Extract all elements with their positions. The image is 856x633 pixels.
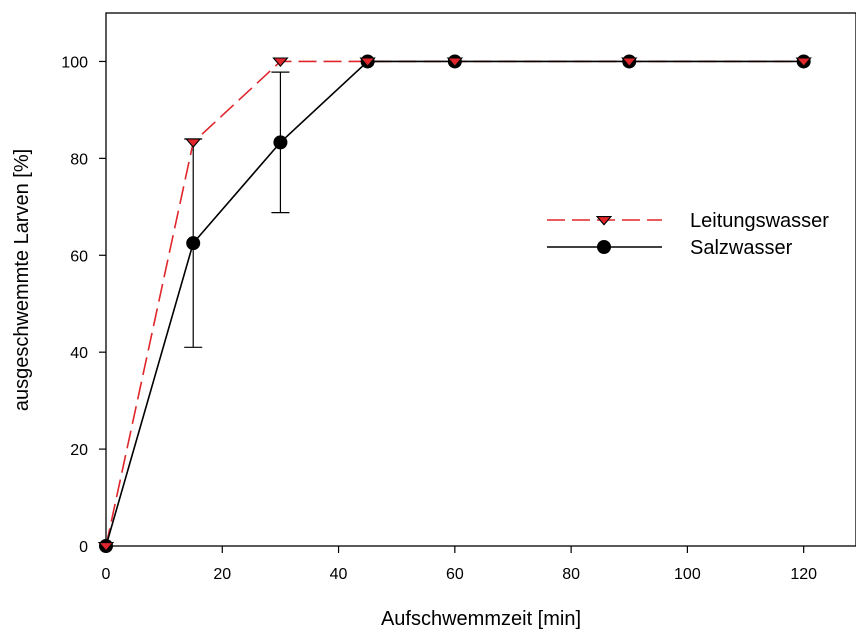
data-point xyxy=(272,57,289,68)
x-tick-label: 60 xyxy=(446,566,464,583)
x-axis: 0 20 40 60 80 100 120 xyxy=(102,546,817,583)
legend-label: Leitungswasser xyxy=(690,210,829,232)
data-point xyxy=(597,240,611,254)
data-point xyxy=(97,541,115,552)
data-point xyxy=(795,57,812,68)
y-axis: 0 20 40 60 80 100 xyxy=(61,54,106,556)
y-tick-label: 60 xyxy=(70,248,88,265)
y-tick-label: 80 xyxy=(70,151,88,168)
plot-frame xyxy=(105,12,856,547)
error-bars xyxy=(184,71,290,348)
data-point xyxy=(186,236,201,251)
y-tick-label: 0 xyxy=(79,539,88,556)
data-point xyxy=(621,57,638,68)
x-tick-label: 80 xyxy=(562,566,580,583)
series-line-leitungswasser xyxy=(105,60,804,547)
markers xyxy=(97,54,812,553)
y-tick-label: 20 xyxy=(70,442,88,459)
series-line-salzwasser xyxy=(105,60,804,547)
data-point xyxy=(595,215,613,226)
legend-label: Salzwasser xyxy=(690,237,793,259)
x-tick-label: 40 xyxy=(330,566,348,583)
y-tick-label: 40 xyxy=(70,345,88,362)
data-point xyxy=(359,57,376,68)
y-tick-label: 100 xyxy=(61,54,88,71)
data-point xyxy=(185,138,202,148)
x-tick-label: 100 xyxy=(674,566,701,583)
x-tick-label: 20 xyxy=(213,566,231,583)
x-axis-title: Aufschwemmzeit [min] xyxy=(381,608,581,630)
x-tick-label: 120 xyxy=(790,566,817,583)
data-point xyxy=(273,135,288,150)
series-lines xyxy=(105,60,804,547)
y-axis-title: ausgeschwemmte Larven [%] xyxy=(11,149,33,411)
x-tick-label: 0 xyxy=(102,566,111,583)
legend: Leitungswasser Salzwasser xyxy=(547,210,829,259)
data-point xyxy=(446,57,464,68)
